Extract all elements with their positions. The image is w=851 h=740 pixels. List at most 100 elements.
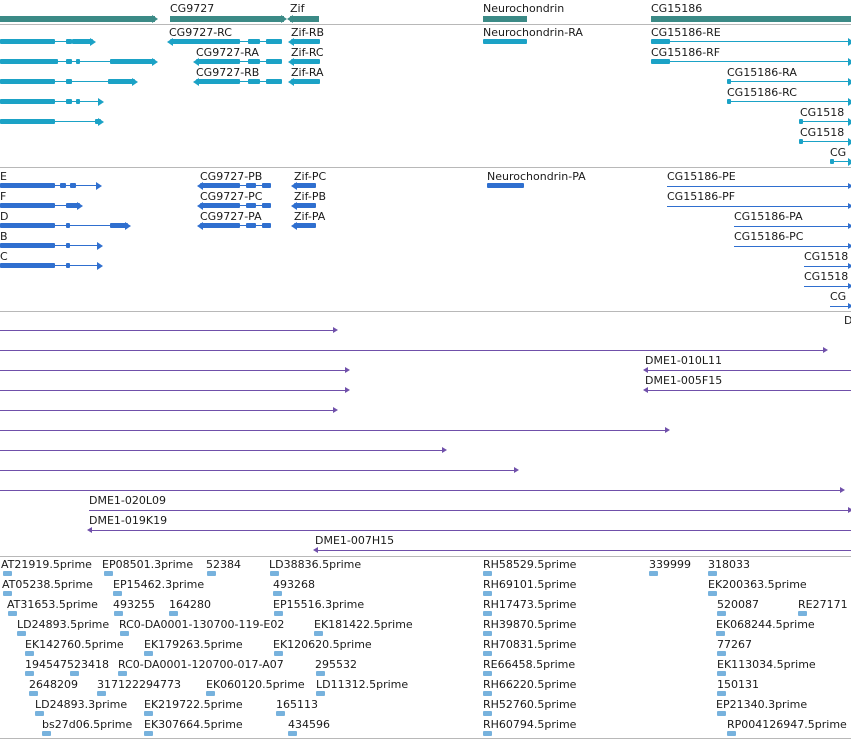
est-glyph[interactable] bbox=[169, 611, 178, 616]
protein-label[interactable]: F bbox=[0, 190, 7, 203]
protein-label[interactable]: CG15186-PE bbox=[667, 170, 736, 183]
est-glyph[interactable] bbox=[483, 731, 492, 736]
protein-label[interactable]: CG9727-PB bbox=[200, 170, 263, 183]
est-glyph[interactable] bbox=[708, 591, 717, 596]
est-glyph[interactable] bbox=[483, 591, 492, 596]
transcript-glyph[interactable] bbox=[167, 37, 282, 46]
est-glyph[interactable] bbox=[716, 631, 725, 636]
est-glyph[interactable] bbox=[483, 691, 492, 696]
est-label[interactable]: 493268 bbox=[273, 578, 315, 591]
est-glyph[interactable] bbox=[717, 671, 726, 676]
est-glyph[interactable] bbox=[483, 711, 492, 716]
transcript-glyph[interactable] bbox=[288, 57, 320, 66]
gene-label[interactable]: CG15186 bbox=[651, 2, 703, 15]
clone-label[interactable]: DME1-019K19 bbox=[89, 514, 168, 527]
protein-glyph[interactable] bbox=[830, 303, 851, 309]
est-glyph[interactable] bbox=[113, 591, 122, 596]
clone-glyph[interactable] bbox=[0, 447, 447, 453]
est-glyph[interactable] bbox=[316, 691, 325, 696]
transcript-glyph[interactable] bbox=[0, 77, 138, 86]
clone-glyph[interactable] bbox=[0, 427, 670, 433]
gene-label[interactable]: CG9727 bbox=[170, 2, 215, 15]
est-label[interactable]: 77267 bbox=[717, 638, 752, 651]
est-label[interactable]: RH58529.5prime bbox=[483, 558, 577, 571]
protein-label[interactable]: CG9727-PA bbox=[200, 210, 262, 223]
protein-label[interactable]: Zif-PB bbox=[294, 190, 327, 203]
est-label[interactable]: EK113034.5prime bbox=[717, 658, 816, 671]
est-label[interactable]: EK181422.5prime bbox=[314, 618, 413, 631]
est-glyph[interactable] bbox=[717, 691, 726, 696]
transcript-glyph[interactable] bbox=[0, 117, 104, 126]
est-label[interactable]: EK068244.5prime bbox=[716, 618, 815, 631]
transcript-glyph[interactable] bbox=[799, 117, 851, 126]
est-glyph[interactable] bbox=[717, 611, 726, 616]
est-label[interactable]: 164280 bbox=[169, 598, 211, 611]
est-label[interactable]: 520087 bbox=[717, 598, 759, 611]
transcript-label[interactable]: CG15186-RE bbox=[651, 26, 721, 39]
clone-glyph[interactable] bbox=[87, 527, 851, 533]
est-label[interactable]: EK219722.5prime bbox=[144, 698, 243, 711]
est-label[interactable]: 150131 bbox=[717, 678, 759, 691]
protein-label[interactable]: CG bbox=[830, 290, 847, 303]
protein-label[interactable]: CG15186-PC bbox=[734, 230, 804, 243]
protein-glyph[interactable] bbox=[197, 221, 271, 230]
est-glyph[interactable] bbox=[276, 711, 285, 716]
gene-glyph[interactable] bbox=[0, 15, 158, 23]
est-label[interactable]: AT21919.5prime bbox=[1, 558, 92, 571]
est-label[interactable]: EK060120.5prime bbox=[206, 678, 305, 691]
est-label[interactable]: 493255 bbox=[113, 598, 155, 611]
est-glyph[interactable] bbox=[114, 611, 123, 616]
est-label[interactable]: EK307664.5prime bbox=[144, 718, 243, 731]
protein-label[interactable]: Zif-PA bbox=[294, 210, 326, 223]
est-label[interactable]: AT31653.5prime bbox=[7, 598, 98, 611]
est-label[interactable]: EK179263.5prime bbox=[144, 638, 243, 651]
est-glyph[interactable] bbox=[727, 731, 736, 736]
est-label[interactable]: RH52760.5prime bbox=[483, 698, 577, 711]
protein-glyph[interactable] bbox=[487, 183, 524, 188]
transcript-glyph[interactable] bbox=[830, 157, 851, 166]
transcript-label[interactable]: CG9727-RB bbox=[196, 66, 260, 79]
est-label[interactable]: LD11312.5prime bbox=[316, 678, 409, 691]
protein-label[interactable]: Zif-PC bbox=[294, 170, 327, 183]
protein-label[interactable]: CG15186-PA bbox=[734, 210, 803, 223]
est-glyph[interactable] bbox=[270, 571, 279, 576]
est-label[interactable]: 434596 bbox=[288, 718, 330, 731]
est-glyph[interactable] bbox=[483, 651, 492, 656]
protein-label[interactable]: B bbox=[0, 230, 8, 243]
protein-glyph[interactable] bbox=[291, 221, 316, 230]
est-glyph[interactable] bbox=[206, 691, 215, 696]
est-label[interactable]: EP15462.3prime bbox=[113, 578, 205, 591]
est-label[interactable]: 339999 bbox=[649, 558, 691, 571]
est-label[interactable]: LD24893.3prime bbox=[35, 698, 128, 711]
est-label[interactable]: EP21340.3prime bbox=[716, 698, 808, 711]
protein-label[interactable]: C bbox=[0, 250, 8, 263]
est-glyph[interactable] bbox=[316, 671, 325, 676]
est-glyph[interactable] bbox=[144, 731, 153, 736]
transcript-label[interactable]: Zif-RC bbox=[291, 46, 324, 59]
est-glyph[interactable] bbox=[708, 571, 717, 576]
est-label[interactable]: RH70831.5prime bbox=[483, 638, 577, 651]
transcript-label[interactable]: CG15186-RC bbox=[727, 86, 797, 99]
est-label[interactable]: RH39870.5prime bbox=[483, 618, 577, 631]
transcript-label[interactable]: CG9727-RC bbox=[169, 26, 232, 39]
clone-glyph[interactable] bbox=[0, 347, 828, 353]
protein-glyph[interactable] bbox=[0, 201, 83, 210]
protein-label[interactable]: CG1518 bbox=[804, 270, 849, 283]
clone-glyph[interactable] bbox=[0, 367, 350, 373]
est-glyph[interactable] bbox=[717, 651, 726, 656]
est-glyph[interactable] bbox=[118, 671, 127, 676]
est-label[interactable]: RC0-DA0001-120700-017-A07 bbox=[118, 658, 284, 671]
protein-label[interactable]: E bbox=[0, 170, 7, 183]
est-glyph[interactable] bbox=[17, 631, 26, 636]
est-glyph[interactable] bbox=[314, 631, 323, 636]
transcript-glyph[interactable] bbox=[288, 37, 320, 46]
est-label[interactable]: LD38836.5prime bbox=[269, 558, 362, 571]
est-label[interactable]: RE66458.5prime bbox=[483, 658, 576, 671]
protein-glyph[interactable] bbox=[0, 181, 102, 190]
est-glyph[interactable] bbox=[35, 711, 44, 716]
est-label[interactable]: RH17473.5prime bbox=[483, 598, 577, 611]
transcript-glyph[interactable] bbox=[651, 37, 851, 46]
est-label[interactable]: EP15516.3prime bbox=[273, 598, 365, 611]
est-label[interactable]: 194547523418 bbox=[25, 658, 109, 671]
est-glyph[interactable] bbox=[25, 651, 34, 656]
